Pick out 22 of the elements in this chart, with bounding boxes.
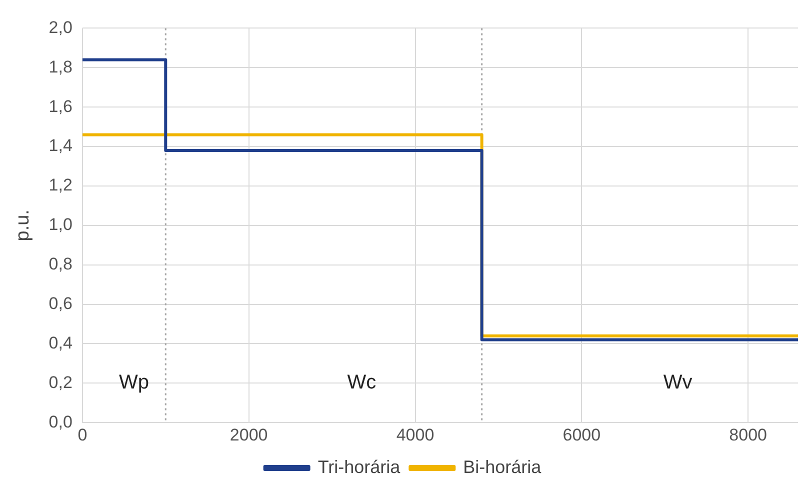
annotation: Wp bbox=[119, 372, 150, 394]
y-tick-label: 1,6 bbox=[48, 96, 72, 116]
y-axis-title: p.u. bbox=[12, 210, 34, 242]
y-tick-label: 1,8 bbox=[48, 57, 72, 76]
x-tick-label: 0 bbox=[78, 425, 88, 444]
y-tick-label: 0,2 bbox=[48, 372, 72, 392]
y-tick-label: 1,4 bbox=[48, 136, 72, 156]
y-tick-label: 0,8 bbox=[48, 254, 72, 274]
y-tick-label: 0,0 bbox=[48, 412, 72, 432]
y-tick-label: 1,2 bbox=[48, 176, 72, 195]
x-tick-label: 6000 bbox=[562, 425, 601, 444]
legend-label: Bi-horária bbox=[463, 456, 542, 477]
annotation: Wc bbox=[347, 372, 376, 394]
y-tick-label: 0,4 bbox=[48, 333, 72, 352]
x-tick-label: 8000 bbox=[729, 425, 767, 444]
y-tick-label: 0,6 bbox=[48, 294, 72, 313]
y-tick-label: 1,0 bbox=[48, 215, 72, 234]
y-tick-label: 2,0 bbox=[48, 18, 72, 37]
x-tick-label: 4000 bbox=[396, 425, 434, 444]
annotation: Wv bbox=[663, 372, 692, 394]
legend-label: Tri-horária bbox=[318, 456, 402, 477]
x-tick-label: 2000 bbox=[230, 425, 268, 444]
